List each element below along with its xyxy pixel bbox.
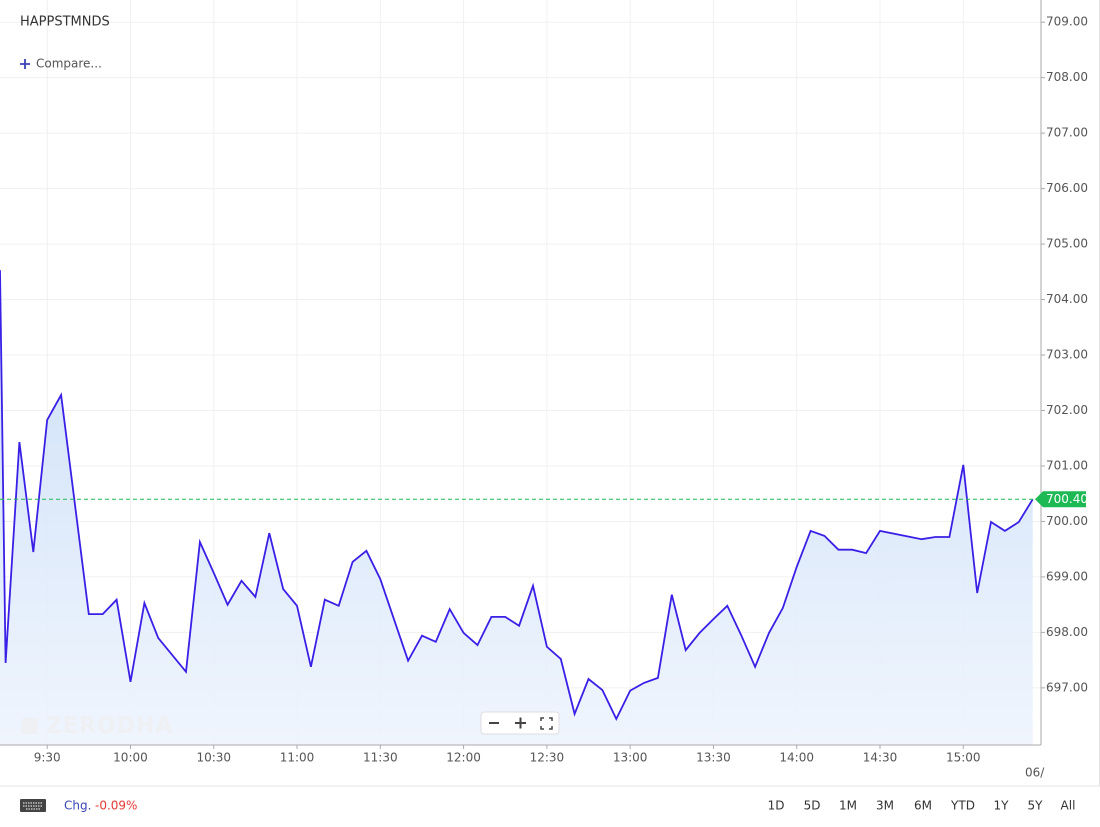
period-button[interactable]: 3M <box>876 799 894 813</box>
y-tick-label: 703.00 <box>1046 348 1088 362</box>
y-tick-label: 709.00 <box>1046 15 1088 29</box>
x-tick-label: 10:30 <box>196 751 231 765</box>
period-button[interactable]: 6M <box>914 799 932 813</box>
x-tick-label: 14:00 <box>779 751 814 765</box>
y-tick-label: 704.00 <box>1046 292 1088 306</box>
x-tick-label: 9:30 <box>34 751 61 765</box>
x-tick-label: 11:00 <box>280 751 315 765</box>
period-button[interactable]: 1M <box>839 799 857 813</box>
period-button[interactable]: 1D <box>768 799 785 813</box>
plus-icon <box>20 59 30 69</box>
period-button[interactable]: 5Y <box>1028 799 1044 813</box>
period-button[interactable]: All <box>1061 799 1076 813</box>
y-tick-label: 698.00 <box>1046 625 1088 639</box>
x-tick-label: 12:30 <box>530 751 565 765</box>
y-tick-label: 702.00 <box>1046 403 1088 417</box>
y-tick-label: 706.00 <box>1046 181 1088 195</box>
period-button[interactable]: YTD <box>950 799 975 813</box>
period-button[interactable]: 1Y <box>994 799 1010 813</box>
y-tick-label: 707.00 <box>1046 126 1088 140</box>
y-tick-label: 705.00 <box>1046 237 1088 251</box>
y-tick-label: 697.00 <box>1046 680 1088 694</box>
symbol-title: HAPPSTMNDS <box>20 15 110 30</box>
zoom-in[interactable] <box>515 717 526 729</box>
x-tick-label: 14:30 <box>863 751 898 765</box>
x-tick-label: 10:00 <box>113 751 148 765</box>
x-tick-label: 12:00 <box>446 751 481 765</box>
keyboard-icon <box>20 799 46 812</box>
last-price-label: 700.40 <box>1046 492 1088 506</box>
area <box>0 270 1033 745</box>
compare-label: Compare... <box>36 57 102 71</box>
y-tick-label: 701.00 <box>1046 458 1088 472</box>
watermark: ZERODHA <box>22 714 173 739</box>
period-button[interactable]: 5D <box>804 799 821 813</box>
y-tick-label: 700.00 <box>1046 514 1088 528</box>
price-line <box>0 270 1034 721</box>
x-tick-label: 15:00 <box>946 751 981 765</box>
date-label: 06/ <box>1025 766 1045 780</box>
y-tick-label: 708.00 <box>1046 70 1088 84</box>
x-tick-label: 13:00 <box>613 751 648 765</box>
change-value: -0.09% <box>95 799 137 813</box>
fullscreen[interactable] <box>540 717 553 730</box>
watermark-text: ZERODHA <box>46 714 173 739</box>
watermark-logo <box>22 718 38 734</box>
zoom-controls <box>480 711 560 735</box>
x-tick-label: 13:30 <box>696 751 731 765</box>
last-price-tag <box>1035 491 1086 508</box>
change-label: Chg. <box>64 799 91 813</box>
plot <box>0 270 1034 745</box>
x-tick-label: 11:30 <box>363 751 398 765</box>
y-tick-label: 699.00 <box>1046 569 1088 583</box>
compare-button[interactable]: Compare... <box>20 57 102 71</box>
